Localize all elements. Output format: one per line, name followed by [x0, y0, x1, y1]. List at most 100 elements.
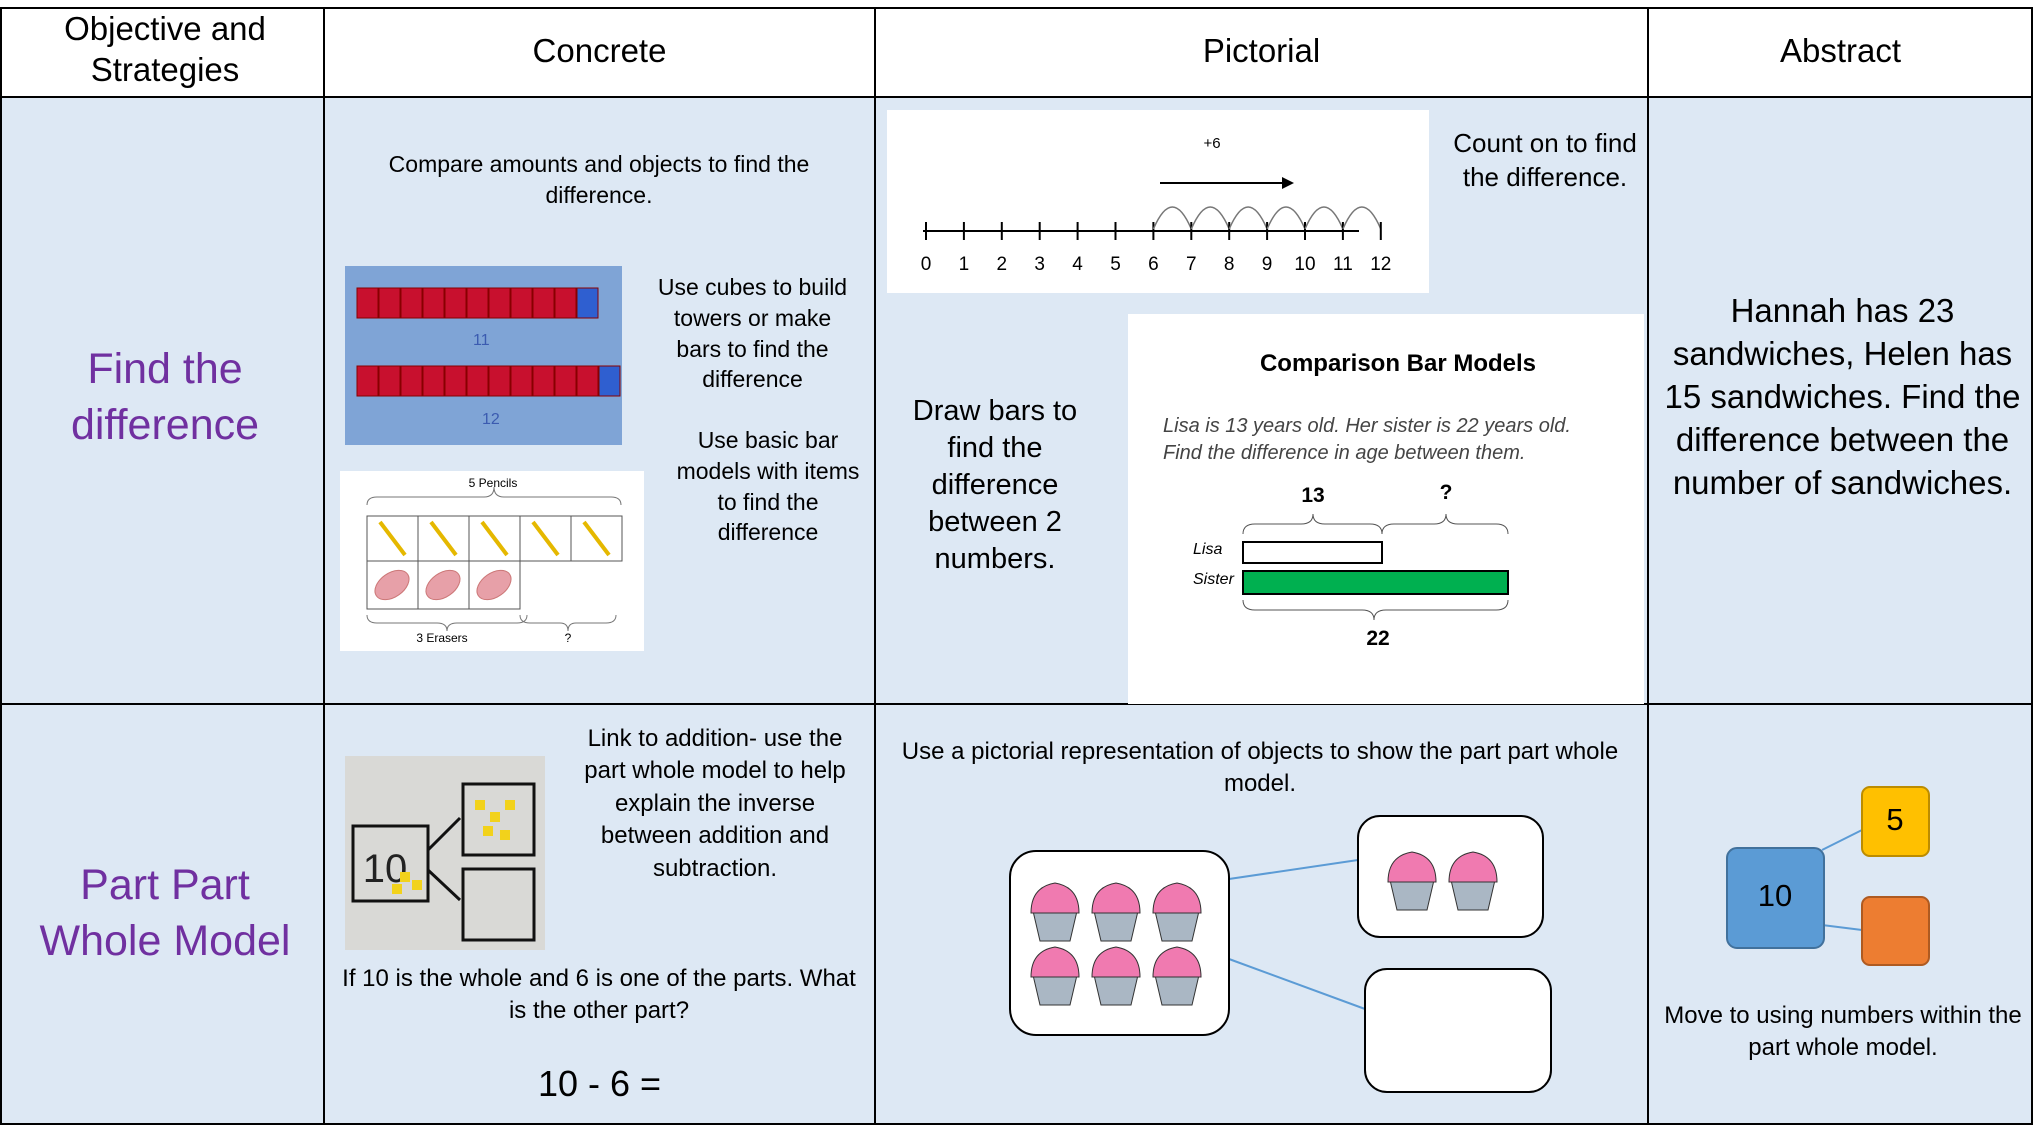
number-line: +6 0 1 2 3 4 5 6 7 8 9 10 11 12 [887, 110, 1429, 293]
tick-label: 0 [921, 254, 932, 275]
cube [400, 287, 423, 319]
objective: Part Part Whole Model [39, 861, 291, 965]
cube [576, 365, 599, 397]
abstract-text: Move to using numbers within the part wh… [1664, 1002, 2022, 1062]
cube [356, 365, 379, 397]
cube [466, 365, 489, 397]
header-cell: Pictorial [1202, 32, 1321, 69]
pencil [480, 520, 509, 557]
pencil [531, 520, 560, 557]
link-text: Link to addition- use the part whole mod… [584, 725, 846, 882]
bars-text: Draw bars to find the difference between… [912, 395, 1078, 576]
jump-arc [1342, 206, 1382, 230]
cupcake-model [1009, 815, 1552, 1093]
cube [356, 287, 379, 319]
row-label: Lisa [1193, 541, 1222, 558]
cube [554, 365, 577, 397]
cube-label: 12 [482, 411, 500, 428]
cupcake-frosting [1448, 851, 1498, 883]
whole-label: 22 [1366, 627, 1389, 650]
tick-label: 11 [1333, 254, 1353, 275]
cupcake-case [1093, 910, 1139, 942]
unknown-label: ? [565, 631, 572, 645]
jump-arc [1228, 206, 1268, 230]
header-cell: Objective and Strategies [64, 10, 266, 89]
equation: 10 - 6 = [537, 1063, 662, 1104]
unknown-label: ? [1440, 481, 1453, 504]
pencil [582, 520, 611, 557]
cube [400, 365, 423, 397]
cupcake-case [1389, 879, 1435, 911]
eraser [425, 569, 461, 601]
cube [466, 287, 489, 319]
question-text: If 10 is the whole and 6 is one of the p… [342, 965, 856, 1025]
tick-label: 2 [997, 254, 1008, 275]
cupcake-case [1450, 879, 1496, 911]
pencil [378, 520, 407, 557]
cube [598, 365, 621, 397]
tick-label: 10 [1294, 254, 1315, 275]
cubes-photo: 11 12 [345, 266, 622, 445]
cupcake-frosting [1091, 946, 1141, 978]
eraser [476, 569, 512, 601]
cube [422, 287, 445, 319]
row-label: Sister [1193, 571, 1235, 588]
concrete-intro: Compare amounts and objects to find the … [388, 151, 810, 209]
eraser [374, 569, 410, 601]
tick-label: 7 [1186, 254, 1197, 275]
cupcake-case [1154, 910, 1200, 942]
cupcake-case [1032, 910, 1078, 942]
cube [510, 365, 533, 397]
cube [378, 287, 401, 319]
pencil [429, 520, 458, 557]
cupcake-frosting [1152, 882, 1202, 914]
table-grid [0, 7, 2033, 1125]
tick-label: 5 [1110, 254, 1121, 275]
tick-label: 3 [1034, 254, 1045, 275]
bar-model-image: Comparison Bar Models 13 ? Lisa Sister 2… [1128, 314, 1644, 704]
number-part-whole: 10 5 [1726, 786, 1930, 966]
jump-arc [1266, 206, 1306, 230]
pencils-image: 5 Pencils 3 Erasers ? [340, 471, 644, 651]
cupcake-frosting [1387, 851, 1437, 883]
photo-label: 10 [363, 847, 408, 891]
cube [378, 365, 401, 397]
jump-arc [1304, 206, 1344, 230]
cupcake-case [1093, 974, 1139, 1006]
cupcake-frosting [1152, 946, 1202, 978]
tick-label: 1 [959, 254, 970, 275]
tick-label: 12 [1370, 254, 1391, 275]
cupcake-frosting [1030, 946, 1080, 978]
cube [488, 365, 511, 397]
header-cell: Abstract [1779, 32, 1902, 69]
abstract-text: Hannah has 23 sandwiches, Helen has 15 s… [1664, 292, 2021, 501]
part-value: 5 [1886, 802, 1903, 837]
cube [444, 287, 467, 319]
bar-model-title: Comparison Bar Models [1260, 350, 1536, 377]
pictorial-text: Use a pictorial representation of object… [901, 738, 1619, 798]
jump-arc [1152, 206, 1192, 230]
erasers-label: 3 Erasers [416, 631, 467, 645]
part-whole-photo: 10 [345, 756, 545, 950]
bar-model-question: Lisa is 13 years old. Her sister is 22 y… [1163, 415, 1571, 464]
jump-label: +6 [1203, 135, 1220, 152]
cube [488, 287, 511, 319]
tick-label: 6 [1148, 254, 1159, 275]
whole-value: 10 [1758, 878, 1792, 913]
cube [554, 287, 577, 319]
cube [510, 287, 533, 319]
cupcake-frosting [1091, 882, 1141, 914]
cube [422, 365, 445, 397]
cupcake-case [1154, 974, 1200, 1006]
header-cell: Concrete [532, 32, 667, 69]
cupcake-case [1032, 974, 1078, 1006]
count-on-text: Count on to find the difference. [1453, 128, 1637, 192]
cube [532, 287, 555, 319]
cubes-text: Use cubes to build towers or make bars t… [657, 274, 848, 393]
tick-label: 8 [1224, 254, 1235, 275]
cube [444, 365, 467, 397]
tick-label: 9 [1262, 254, 1273, 275]
cupcake-frosting [1030, 882, 1080, 914]
